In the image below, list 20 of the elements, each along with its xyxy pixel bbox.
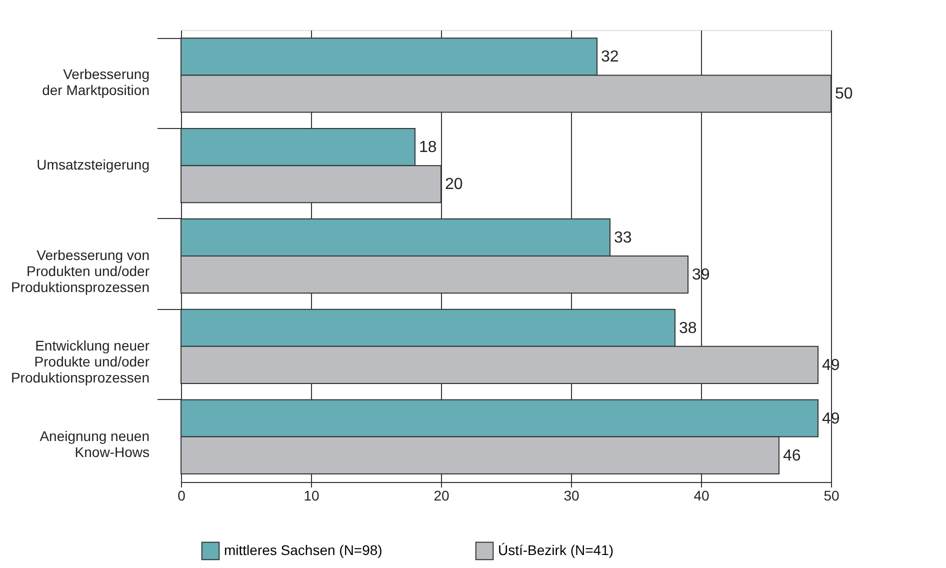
x-tick-label: 50: [824, 488, 840, 504]
legend-label: Ústí-Bezirk (N=41): [498, 542, 614, 558]
y-tick-label: Umsatzsteigerung: [36, 156, 150, 173]
data-label: 33: [614, 229, 632, 246]
data-label: 20: [445, 176, 463, 194]
legend-label: mittleres Sachsen (N=98): [224, 542, 382, 558]
x-tick-label: 20: [434, 488, 450, 504]
data-label: 18: [419, 139, 437, 156]
x-tick-label: 30: [564, 488, 580, 504]
data-label: 46: [783, 447, 801, 464]
y-tick-label: Entwicklung neuer Produkte und/oder Produktionsprozessen: [10, 337, 150, 386]
x-tick-label: 40: [694, 488, 710, 504]
data-label: 32: [601, 48, 619, 66]
x-tick-label: 0: [178, 488, 186, 504]
data-label: 38: [679, 320, 697, 337]
y-tick-label: Aneignung neuen Know-Hows: [40, 428, 150, 460]
data-label: 50: [835, 86, 853, 103]
y-tick-label: Verbesserung der Marktposition: [42, 66, 150, 98]
x-tick-label: 10: [304, 488, 320, 504]
y-tick-label: Verbesserung von Produkten und/oder Produktionsprozessen: [10, 247, 150, 295]
